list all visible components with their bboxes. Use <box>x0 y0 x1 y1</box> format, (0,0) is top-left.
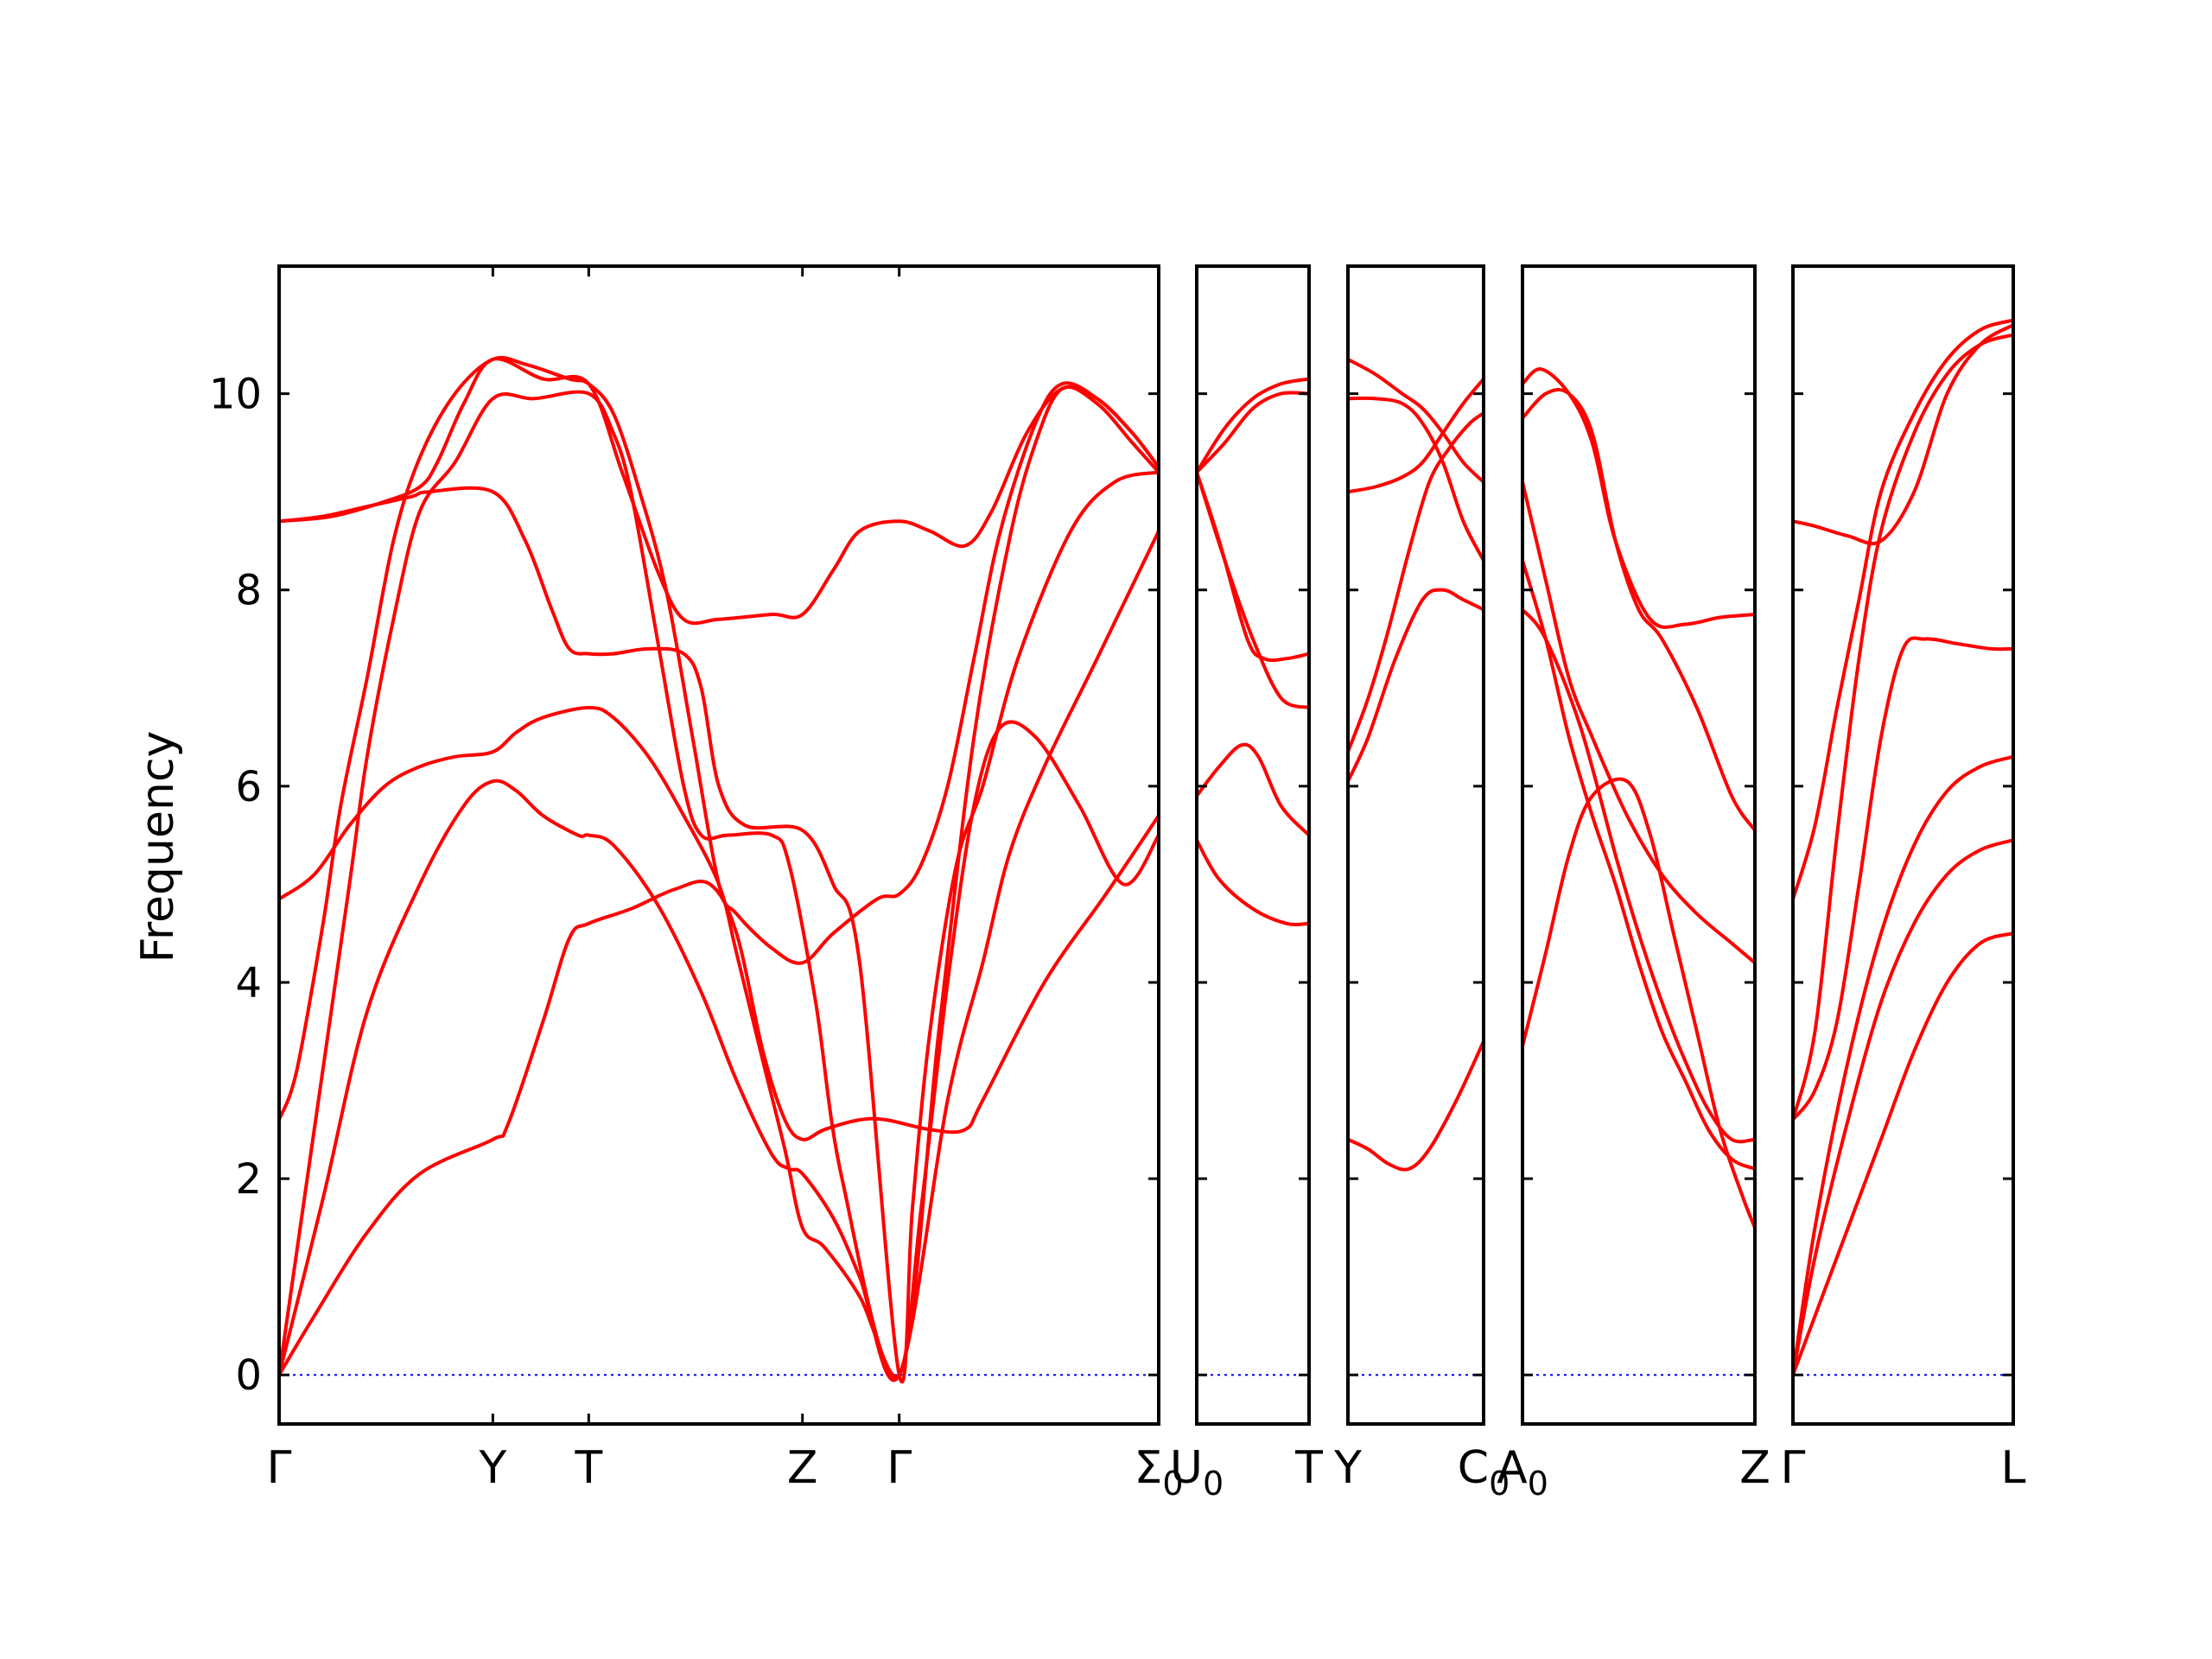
band-line-4 <box>279 355 1159 1122</box>
band-line-3 <box>1522 558 1755 1171</box>
band-group <box>279 355 1159 1384</box>
y-tick-label: 10 <box>209 371 262 419</box>
k-point-label: Z <box>1739 1442 1770 1494</box>
band-line-5 <box>1522 388 1755 832</box>
k-point-label: Γ <box>267 1442 292 1494</box>
band-line-5 <box>1197 391 1309 474</box>
k-point-label-subscript: 0 <box>1162 1465 1183 1503</box>
band-line-2 <box>1522 607 1755 1144</box>
panel-frame <box>1791 264 2015 1426</box>
panel-frame <box>277 264 1160 1426</box>
band-line-4 <box>1522 480 1755 965</box>
band-line-1 <box>1793 931 2013 1377</box>
y-tick-label: 8 <box>235 567 262 615</box>
k-point-label: Y <box>1333 1442 1362 1494</box>
panel-frame <box>1346 264 1485 1426</box>
band-line-1 <box>1522 777 1755 1230</box>
band-line-4 <box>1197 470 1309 663</box>
panel-2 <box>1195 264 1311 1426</box>
band-line-1 <box>279 813 1159 1377</box>
y-tick-label: 2 <box>235 1155 262 1204</box>
band-line-6 <box>279 470 1159 1384</box>
band-line-2 <box>279 529 1159 1382</box>
k-point-label-subscript: 0 <box>1528 1465 1548 1503</box>
panel-1 <box>277 264 1160 1426</box>
band-line-3 <box>1348 411 1484 754</box>
y-tick-label: 0 <box>235 1351 262 1400</box>
band-line-3 <box>1793 754 2013 1377</box>
panel-5 <box>1791 264 2015 1426</box>
k-point-label: Γ <box>887 1442 912 1494</box>
band-group <box>1793 318 2013 1377</box>
band-line-4 <box>1348 377 1484 494</box>
k-point-label: Y <box>478 1442 506 1494</box>
band-group <box>1348 357 1484 1172</box>
k-point-label-subscript: 0 <box>1489 1465 1510 1503</box>
band-line-6 <box>1348 357 1484 484</box>
k-point-label: U0 <box>1170 1442 1224 1503</box>
band-line-1 <box>1197 838 1309 927</box>
k-point-label: T <box>1294 1442 1323 1494</box>
k-point-label: Z <box>787 1442 818 1494</box>
band-line-1 <box>1348 1039 1484 1172</box>
k-point-label: Σ0 <box>1134 1442 1183 1503</box>
band-line-2 <box>1197 742 1309 837</box>
band-line-5 <box>279 706 1159 1379</box>
panel-4 <box>1521 264 1757 1426</box>
y-tick-label: 6 <box>235 763 262 811</box>
k-point-label: T <box>574 1442 602 1494</box>
band-line-2 <box>1348 588 1484 784</box>
panel-3 <box>1346 264 1485 1426</box>
panel-frame <box>1195 264 1311 1426</box>
band-line-7 <box>279 357 1159 626</box>
band-line-2 <box>1793 838 2013 1377</box>
band-line-5 <box>1348 396 1484 563</box>
band-line-4 <box>1793 636 2013 1122</box>
y-axis-title: Frequency <box>132 731 184 963</box>
band-line-7 <box>1793 323 2013 546</box>
panel-frame <box>1521 264 1757 1426</box>
band-line-6 <box>1793 318 2013 901</box>
k-point-label: L <box>2001 1442 2026 1494</box>
band-group <box>1197 377 1309 927</box>
band-line-6 <box>1197 377 1309 474</box>
y-tick-label: 4 <box>235 959 262 1007</box>
k-point-label-subscript: 0 <box>1203 1465 1224 1503</box>
band-group <box>1522 367 1755 1230</box>
k-point-label: Γ <box>1781 1442 1806 1494</box>
band-line-5 <box>1793 333 2013 1122</box>
band-line-6 <box>1522 367 1755 629</box>
